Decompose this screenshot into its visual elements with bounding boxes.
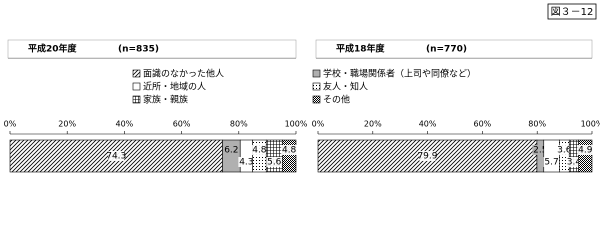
x-tick-label: 60% <box>173 120 191 129</box>
legend-label: 近所・地域の人 <box>143 81 206 93</box>
value-label-bg <box>565 157 582 167</box>
chart: 図３－12 面識のなかった他人 学校・職場関係者（上司や同僚など） 近所・地域の人 友… <box>4 3 600 173</box>
x-tick-label: 60% <box>474 120 492 129</box>
value-label: 4.9 <box>578 146 593 156</box>
value-label-bg <box>543 157 560 167</box>
value-label: 5.6 <box>267 158 282 168</box>
value-label: 74.3 <box>106 152 126 162</box>
panel-title: 平成18年度 <box>336 43 386 55</box>
value-label-bg <box>238 157 255 167</box>
legend-swatch <box>132 95 141 104</box>
legend-swatch <box>312 69 321 78</box>
value-label-bg <box>266 157 283 167</box>
value-label-bg <box>223 145 240 155</box>
value-label-bg <box>556 145 573 155</box>
legend-label: 家族・親族 <box>143 94 188 106</box>
x-tick-label: 0% <box>312 120 325 129</box>
x-tick-label: 100% <box>285 120 308 129</box>
figure-label: 図３－12 <box>551 6 594 18</box>
x-tick-label: 20% <box>364 120 382 129</box>
x-tick-label: 80% <box>528 120 546 129</box>
legend-label: 友人・知人 <box>323 81 368 93</box>
value-label: 4.3 <box>239 158 253 168</box>
value-label: 4.8 <box>282 146 297 156</box>
value-label-bg <box>108 151 125 161</box>
legend-label: その他 <box>323 94 350 106</box>
value-label-bg <box>532 145 549 155</box>
value-label: 3.6 <box>557 146 572 156</box>
panel-subtitle: (n=835) <box>118 45 159 55</box>
figure-label-box <box>547 3 597 20</box>
panel-subtitle: (n=770) <box>426 45 467 55</box>
x-tick-label: 0% <box>4 120 17 129</box>
panel-header <box>7 39 297 59</box>
value-label: 79.9 <box>417 152 437 162</box>
value-label-bg <box>251 145 268 155</box>
x-tick-label: 20% <box>58 120 76 129</box>
legend-swatch <box>132 69 141 78</box>
value-label-bg <box>419 151 436 161</box>
x-tick-label: 100% <box>581 120 600 129</box>
value-label: 6.2 <box>224 146 238 156</box>
value-label: 3.4 <box>567 158 582 168</box>
value-label: 5.7 <box>544 158 558 168</box>
x-tick-label: 40% <box>116 120 134 129</box>
legend-swatch <box>132 82 141 91</box>
legend-label: 面識のなかった他人 <box>143 68 224 80</box>
legend-swatch <box>312 95 321 104</box>
panel-header <box>315 39 593 59</box>
panel-title: 平成20年度 <box>28 43 78 55</box>
legend-label: 学校・職場関係者（上司や同僚など） <box>323 68 476 80</box>
x-tick-label: 80% <box>230 120 248 129</box>
x-tick-label: 40% <box>419 120 437 129</box>
value-label-bg <box>577 145 594 155</box>
legend-swatch <box>312 82 321 91</box>
value-label-bg <box>281 145 298 155</box>
value-label: 4.8 <box>252 146 267 156</box>
value-label: 2.5 <box>533 146 547 156</box>
